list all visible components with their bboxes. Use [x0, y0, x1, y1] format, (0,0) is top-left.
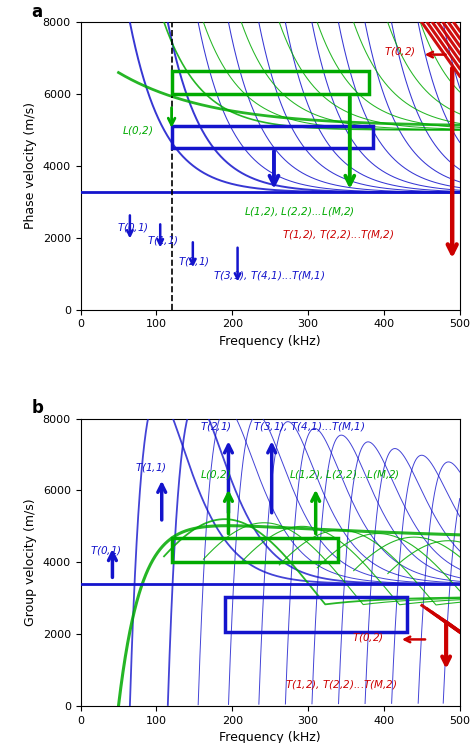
Text: $T$(1,1): $T$(1,1) — [147, 233, 179, 247]
Text: $T$(3,1), $T$(4,1)...$T$($M$,1): $T$(3,1), $T$(4,1)...$T$($M$,1) — [254, 420, 366, 433]
Text: $T$(3,1), $T$(4,1)...$T$($M$,1): $T$(3,1), $T$(4,1)...$T$($M$,1) — [213, 269, 326, 282]
Y-axis label: Group velocity (m/s): Group velocity (m/s) — [24, 499, 37, 626]
Text: $T$(1,2), $T$(2,2)...$T$($M$,2): $T$(1,2), $T$(2,2)...$T$($M$,2) — [282, 228, 394, 241]
Text: $T$(0,1): $T$(0,1) — [117, 221, 149, 234]
Text: $T$(0,2): $T$(0,2) — [384, 45, 416, 58]
Bar — [172, 126, 373, 148]
Text: $T$(2,1): $T$(2,1) — [178, 255, 210, 268]
Text: $L$(1,2), $L$(2,2)...$L$($M$,2): $L$(1,2), $L$(2,2)...$L$($M$,2) — [289, 468, 400, 481]
Text: $T$(0,2): $T$(0,2) — [352, 631, 384, 644]
X-axis label: Frequency (kHz): Frequency (kHz) — [219, 335, 321, 348]
X-axis label: Frequency (kHz): Frequency (kHz) — [219, 731, 321, 743]
Text: a: a — [31, 2, 42, 21]
Bar — [225, 597, 407, 632]
Text: $T$(2,1): $T$(2,1) — [201, 420, 232, 433]
Text: $T$(0,1): $T$(0,1) — [90, 544, 121, 557]
Text: $T$(1,1): $T$(1,1) — [135, 461, 167, 474]
Text: $T$(1,2), $T$(2,2)...$T$($M$,2): $T$(1,2), $T$(2,2)...$T$($M$,2) — [285, 678, 398, 692]
Text: $L$(1,2), $L$(2,2)...$L$($M$,2): $L$(1,2), $L$(2,2)...$L$($M$,2) — [244, 205, 355, 218]
Text: b: b — [31, 399, 43, 417]
Text: $L$(0,2): $L$(0,2) — [122, 124, 154, 137]
Bar — [172, 71, 369, 94]
Bar — [172, 538, 338, 562]
Text: $L$(0,2): $L$(0,2) — [201, 468, 232, 481]
Y-axis label: Phase velocity (m/s): Phase velocity (m/s) — [24, 103, 37, 230]
